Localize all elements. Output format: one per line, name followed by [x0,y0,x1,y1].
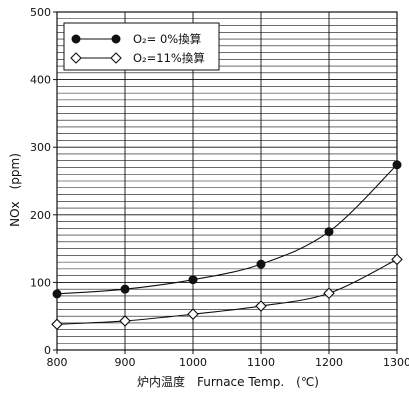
series-1 [52,160,402,299]
series-1-point [120,284,130,294]
legend-label-series-1: O₂= 0%換算 [133,32,201,46]
plot-frame [56,11,398,351]
series-2-point [51,318,63,331]
series-2-point [255,300,267,312]
x-tick-label: 1100 [247,356,275,369]
x-tick-label: 900 [115,356,136,369]
series-2-point [119,315,131,327]
legend-marker-series-2-left [70,52,82,64]
x-axis-title: 炉内温度 Furnace Temp. (℃) [137,374,319,389]
legend-marker-series-2-right [110,52,122,64]
series-1-point [324,227,334,237]
series-1-point [188,275,198,285]
x-tick-label: 1300 [383,356,409,369]
y-tick-label: 200 [30,209,51,222]
legend-items [70,34,122,64]
y-tick-label: 100 [30,276,51,289]
x-tick-label: 1000 [179,356,207,369]
axes [53,11,398,354]
series-2-point [323,287,335,299]
x-tick-label: 1200 [315,356,343,369]
legend-marker-series-1-left [71,34,81,44]
x-tick-label: 800 [47,356,68,369]
y-tick-label: 300 [30,141,51,154]
y-axis-title: NOx (ppm) [8,153,22,227]
series-1-line [56,164,398,295]
y-tick-label: 400 [30,74,51,87]
y-tick-label: 0 [44,344,51,357]
series-2-line [56,258,398,325]
series-2 [51,253,403,331]
series-1-point [52,289,62,299]
series-layer [51,160,403,331]
series-1-point [392,160,402,170]
series-1-point [256,259,266,269]
tick-labels: 800 900 1000 1100 1200 1300 0 100 200 300 400 500 [30,6,409,369]
y-tick-label: 500 [30,6,51,19]
legend-label-series-2: O₂=11%換算 [133,51,205,65]
series-2-point [187,308,199,320]
series-2-point [391,253,403,266]
legend-box [63,22,220,71]
legend: O₂= 0%換算 O₂=11%換算 [63,22,220,71]
legend-marker-series-1-right [111,34,121,44]
